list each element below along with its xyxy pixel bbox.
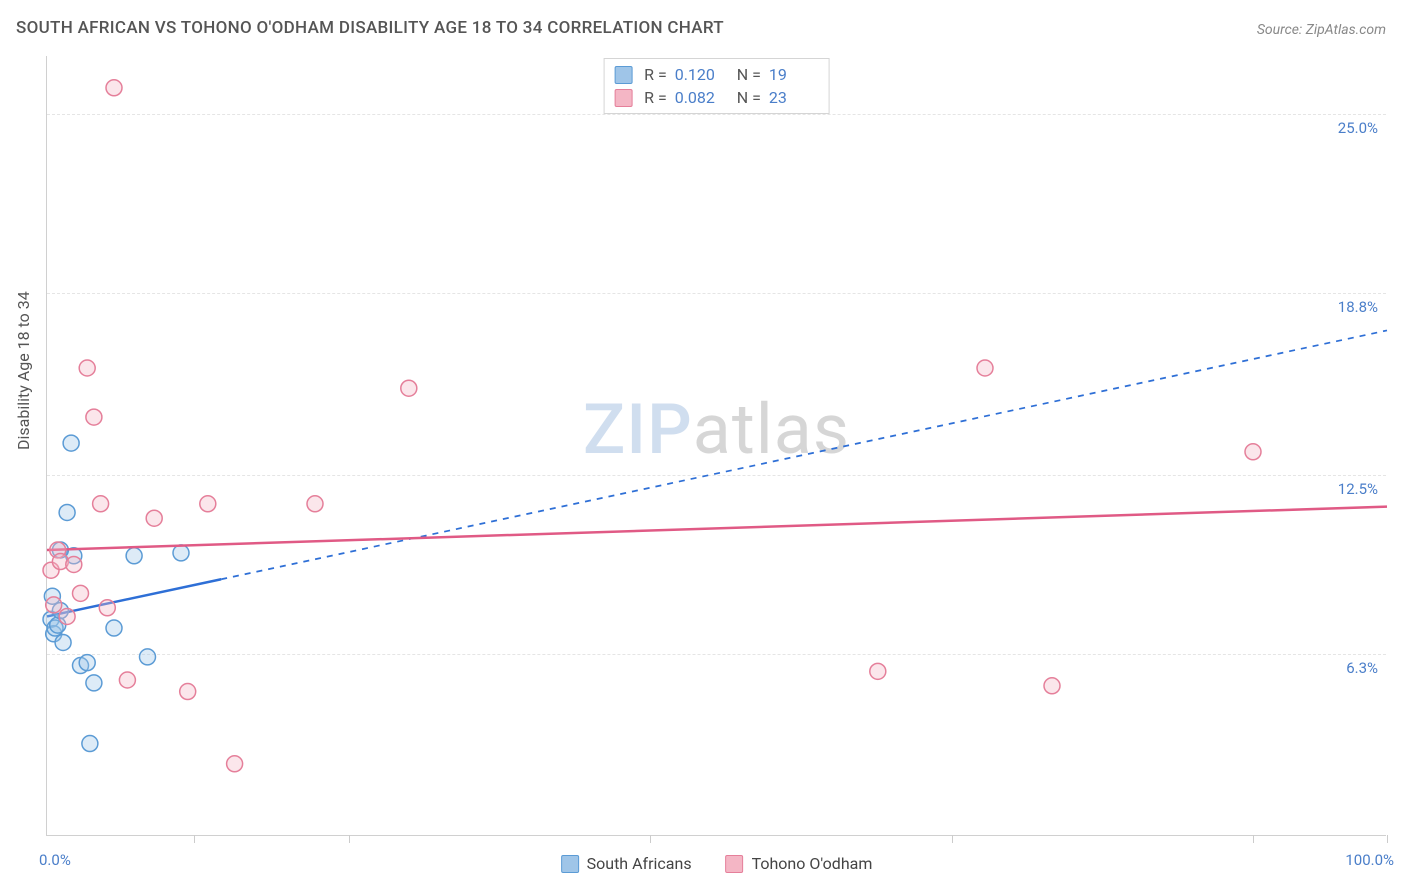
data-point [86, 409, 102, 425]
data-point [106, 620, 122, 636]
chart-source: Source: ZipAtlas.com [1257, 22, 1386, 38]
x-tick [1253, 835, 1254, 843]
plot-svg [47, 56, 1386, 835]
trend-line-solid [47, 507, 1387, 550]
x-axis-min-label: 0.0% [39, 851, 71, 869]
data-point [99, 600, 115, 616]
plot-area: ZIPatlas R = 0.120 N = 19 R = 0.082 N = … [46, 56, 1386, 836]
x-tick [650, 835, 651, 843]
data-point [173, 545, 189, 561]
chart-title: SOUTH AFRICAN VS TOHONO O'ODHAM DISABILI… [16, 18, 724, 38]
trend-line-dashed [221, 330, 1387, 579]
stat-r-value-2: 0.082 [675, 88, 725, 107]
stat-r-label: R = [644, 65, 667, 84]
data-point [93, 496, 109, 512]
stat-n-value-1: 19 [769, 65, 819, 84]
stat-n-label: N = [737, 65, 761, 84]
data-point [66, 556, 82, 572]
data-point [55, 634, 71, 650]
data-point [46, 597, 62, 613]
x-tick [952, 835, 953, 843]
data-point [870, 663, 886, 679]
legend-label: Tohono O'odham [752, 854, 873, 873]
data-point [59, 504, 75, 520]
legend-label: South Africans [587, 854, 692, 873]
data-point [227, 756, 243, 772]
data-point [146, 510, 162, 526]
stat-r-value-1: 0.120 [675, 65, 725, 84]
data-point [126, 548, 142, 564]
legend-stats-row: R = 0.082 N = 23 [614, 86, 819, 109]
legend-stats-box: R = 0.120 N = 19 R = 0.082 N = 23 [603, 58, 830, 114]
data-point [307, 496, 323, 512]
swatch-south-africans [561, 855, 579, 873]
data-point [200, 496, 216, 512]
data-point [401, 380, 417, 396]
swatch-tohono-oodham [614, 89, 632, 107]
data-point [180, 684, 196, 700]
chart-container: SOUTH AFRICAN VS TOHONO O'ODHAM DISABILI… [0, 0, 1406, 892]
data-point [79, 360, 95, 376]
stat-r-label: R = [644, 88, 667, 107]
data-point [140, 649, 156, 665]
data-point [79, 655, 95, 671]
x-tick [1387, 835, 1388, 843]
legend-item-south-africans: South Africans [561, 854, 692, 873]
data-point [73, 585, 89, 601]
legend-stats-row: R = 0.120 N = 19 [614, 63, 819, 86]
data-point [59, 608, 75, 624]
x-axis-max-label: 100.0% [1345, 851, 1394, 869]
data-point [1044, 678, 1060, 694]
stat-n-label: N = [737, 88, 761, 107]
legend-bottom: South Africans Tohono O'odham [561, 854, 873, 873]
data-point [1245, 444, 1261, 460]
data-point [63, 435, 79, 451]
x-tick [349, 835, 350, 843]
data-point [82, 736, 98, 752]
swatch-tohono-oodham [726, 855, 744, 873]
data-point [106, 80, 122, 96]
swatch-south-africans [614, 66, 632, 84]
data-point [977, 360, 993, 376]
y-axis-title: Disability Age 18 to 34 [14, 291, 33, 450]
x-tick [194, 835, 195, 843]
data-point [119, 672, 135, 688]
stat-n-value-2: 23 [769, 88, 819, 107]
legend-item-tohono-oodham: Tohono O'odham [726, 854, 873, 873]
data-point [86, 675, 102, 691]
